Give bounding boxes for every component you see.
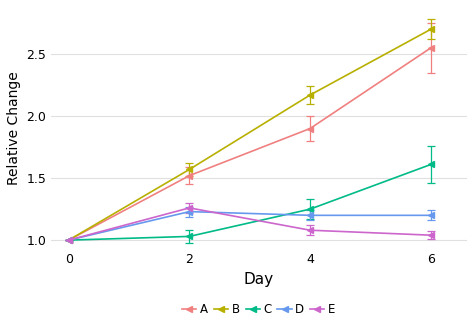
X-axis label: Day: Day <box>244 271 274 286</box>
Y-axis label: Relative Change: Relative Change <box>7 71 21 185</box>
Legend: A, B, C, D, E: A, B, C, D, E <box>178 298 340 319</box>
